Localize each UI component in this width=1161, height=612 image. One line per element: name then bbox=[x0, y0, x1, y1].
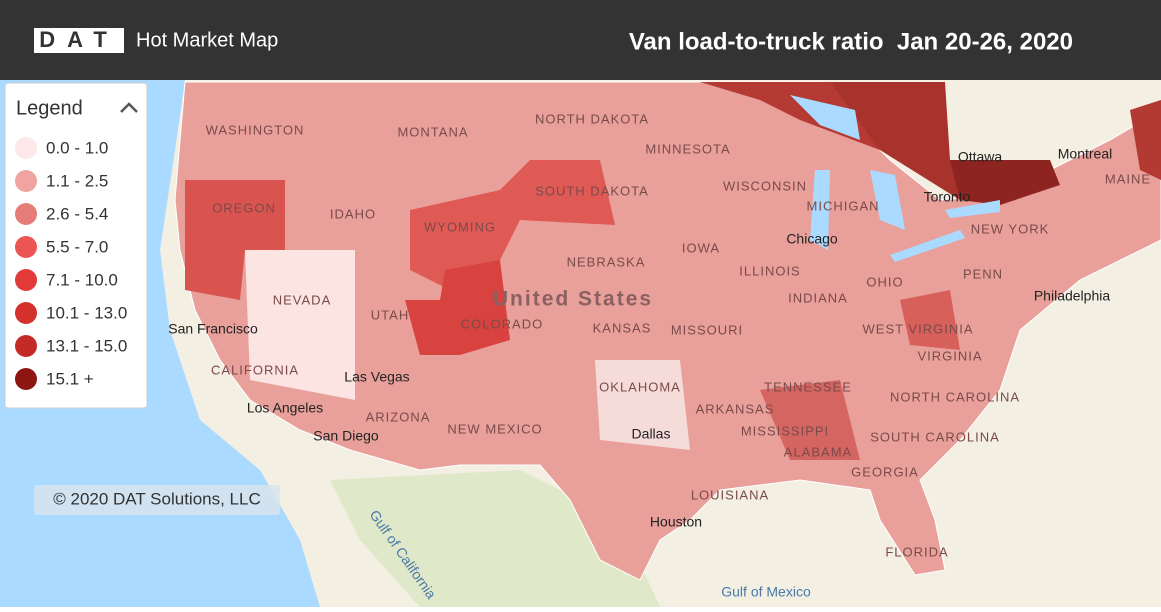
map-label: WYOMING bbox=[424, 219, 496, 234]
logo: DAT bbox=[39, 27, 119, 52]
copyright: © 2020 DAT Solutions, LLC bbox=[53, 489, 261, 508]
map-label: COLORADO bbox=[461, 316, 543, 331]
region-wyoming-dakota bbox=[410, 160, 615, 290]
legend-label: 0.0 - 1.0 bbox=[46, 138, 108, 157]
legend-label: 7.1 - 10.0 bbox=[46, 270, 118, 289]
city-label: Dallas bbox=[632, 426, 671, 442]
map-label: NORTH CAROLINA bbox=[890, 389, 1020, 404]
legend-label: 2.6 - 5.4 bbox=[46, 204, 108, 223]
map-label: ARKANSAS bbox=[696, 401, 775, 416]
legend-box bbox=[4, 82, 148, 409]
map-label: NEBRASKA bbox=[567, 254, 646, 269]
legend-swatch bbox=[15, 335, 37, 357]
map-label: United States bbox=[493, 288, 653, 311]
region-north bbox=[700, 82, 880, 150]
region-west-virginia bbox=[900, 290, 960, 350]
map-label: MINNESOTA bbox=[645, 141, 730, 156]
region-ottawa bbox=[950, 160, 1060, 205]
map-label: NEW YORK bbox=[971, 221, 1050, 236]
map-label: IOWA bbox=[682, 240, 720, 255]
map-label: OREGON bbox=[212, 200, 276, 215]
legend-collapse[interactable] bbox=[120, 102, 138, 113]
map-label: VIRGINIA bbox=[917, 348, 982, 363]
map-label: OHIO bbox=[866, 274, 903, 289]
legend-title: Legend bbox=[16, 97, 83, 119]
legend-label: 1.1 - 2.5 bbox=[46, 171, 108, 190]
map-label: WASHINGTON bbox=[206, 122, 305, 137]
legend-swatch bbox=[15, 302, 37, 324]
map-label: MONTANA bbox=[397, 124, 468, 139]
map-label: INDIANA bbox=[788, 290, 848, 305]
map-label: NORTH DAKOTA bbox=[535, 111, 649, 126]
map-label: NEVADA bbox=[273, 292, 332, 307]
map-label: ALABAMA bbox=[784, 444, 852, 459]
us-regions bbox=[174, 81, 1161, 581]
lake-superior bbox=[790, 95, 860, 140]
map-label: GEORGIA bbox=[851, 464, 919, 479]
map-label: LOUISIANA bbox=[691, 487, 769, 502]
map-label: FLORIDA bbox=[885, 544, 948, 559]
header-bar bbox=[0, 0, 1161, 80]
map-label: MISSOURI bbox=[671, 322, 743, 337]
map-label: OKLAHOMA bbox=[599, 379, 681, 394]
city-label: Las Vegas bbox=[344, 369, 409, 385]
map-label: MICHIGAN bbox=[807, 198, 880, 213]
city-label: Philadelphia bbox=[1034, 288, 1110, 304]
map-label: SOUTH CAROLINA bbox=[870, 429, 1000, 444]
page-title: Van load-to-truck ratio Jan 20-26, 2020 bbox=[629, 28, 1073, 55]
map-label: NEW MEXICO bbox=[447, 421, 542, 436]
region-oregon bbox=[185, 180, 285, 300]
legend-label: 5.5 - 7.0 bbox=[46, 237, 108, 256]
lake-erie bbox=[890, 230, 965, 262]
legend-swatch bbox=[15, 170, 37, 192]
city-label: Chicago bbox=[786, 231, 838, 247]
map-label: CALIFORNIA bbox=[211, 362, 299, 377]
city-label: San Diego bbox=[313, 428, 379, 444]
lake-huron bbox=[870, 170, 905, 230]
map-label: PENN bbox=[963, 266, 1003, 281]
city-label: Los Angeles bbox=[247, 400, 323, 416]
map-label: ILLINOIS bbox=[739, 263, 800, 278]
water-label: Gulf of Mexico bbox=[721, 584, 811, 600]
city-label: Toronto bbox=[924, 189, 971, 205]
region-maine bbox=[1130, 100, 1161, 180]
legend-label: 15.1 + bbox=[46, 369, 94, 388]
legend-swatch bbox=[15, 236, 37, 258]
region-colorado bbox=[405, 260, 510, 355]
map-label: KANSAS bbox=[593, 320, 652, 335]
map-label: TENNESSEE bbox=[764, 379, 852, 394]
city-label: San Francisco bbox=[168, 321, 258, 337]
map-label: MISSISSIPPI bbox=[741, 423, 829, 438]
legend-label: 10.1 - 13.0 bbox=[46, 303, 127, 322]
logo-box bbox=[34, 28, 124, 53]
region-nevada bbox=[245, 250, 355, 400]
copyright-box bbox=[34, 485, 280, 515]
map-label: WEST VIRGINIA bbox=[863, 321, 974, 336]
lake-michigan bbox=[810, 170, 830, 250]
map-label: IDAHO bbox=[330, 206, 376, 221]
legend: Legend 0.0 - 1.0 1.1 - 2.5 2.6 - 5.4 5.5 - … bbox=[4, 82, 148, 409]
legend-swatch bbox=[15, 269, 37, 291]
legend-swatch bbox=[15, 137, 37, 159]
legend-swatch bbox=[15, 203, 37, 225]
app-title: Hot Market Map bbox=[136, 29, 278, 51]
city-label: Ottawa bbox=[958, 149, 1003, 165]
region-oklahoma bbox=[595, 360, 690, 450]
legend-swatch bbox=[15, 368, 37, 390]
map-label: ARIZONA bbox=[366, 409, 431, 424]
map-label: WISCONSIN bbox=[723, 178, 807, 193]
lake-ontario bbox=[945, 200, 1000, 218]
map-label: MAINE bbox=[1105, 171, 1151, 186]
map-label: UTAH bbox=[371, 307, 409, 322]
map-label: SOUTH DAKOTA bbox=[535, 183, 649, 198]
legend-label: 13.1 - 15.0 bbox=[46, 336, 127, 355]
city-label: Houston bbox=[650, 514, 702, 530]
city-label: Montreal bbox=[1058, 146, 1112, 162]
map-labels: WASHINGTON MONTANA NORTH DAKOTA MINNESOT… bbox=[168, 111, 1151, 601]
region-alabama bbox=[760, 380, 860, 460]
